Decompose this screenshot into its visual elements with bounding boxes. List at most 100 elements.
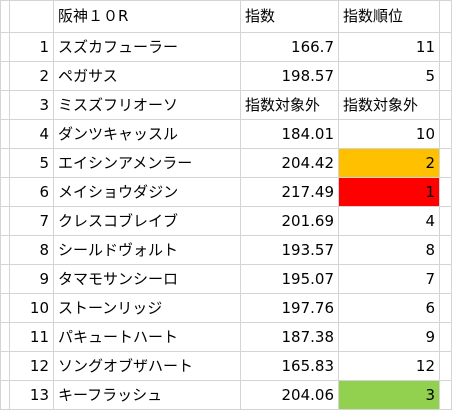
score-cell[interactable]: 166.7	[240, 32, 339, 62]
table-row: 11 パキュートハート 187.38 9	[0, 322, 452, 352]
rank-cell[interactable]: 3	[338, 380, 440, 410]
horse-name-cell[interactable]: ダンツキャッスル	[53, 119, 241, 149]
row-index-cell[interactable]	[0, 351, 10, 381]
header-race-cell[interactable]: 阪神１０R	[53, 0, 241, 33]
header-score-cell[interactable]: 指数	[240, 0, 339, 33]
header-rank-cell[interactable]: 指数順位	[338, 0, 440, 33]
horse-name-cell[interactable]: メイショウダジン	[53, 177, 241, 207]
header-number-cell[interactable]	[9, 0, 54, 33]
table-row: 2 ペガサス 198.57 5	[0, 61, 452, 91]
table-row: 7 クレスコブレイブ 201.69 4	[0, 206, 452, 236]
horse-name-cell[interactable]: スズカフューラー	[53, 32, 241, 62]
header-spare-cell[interactable]	[439, 0, 452, 33]
row-index-cell[interactable]	[0, 235, 10, 265]
spare-cell[interactable]	[439, 90, 452, 120]
header-index-cell[interactable]	[0, 0, 10, 33]
score-cell[interactable]: 204.42	[240, 148, 339, 178]
horse-number-cell[interactable]: 8	[9, 235, 54, 265]
table-row: 6 メイショウダジン 217.49 1	[0, 177, 452, 207]
horse-number-cell[interactable]: 1	[9, 32, 54, 62]
spare-cell[interactable]	[439, 119, 452, 149]
spare-cell[interactable]	[439, 235, 452, 265]
horse-name-cell[interactable]: クレスコブレイブ	[53, 206, 241, 236]
horse-name-cell[interactable]: ストーンリッジ	[53, 293, 241, 323]
rank-cell[interactable]: 6	[338, 293, 440, 323]
horse-name-cell[interactable]: ソングオブザハート	[53, 351, 241, 381]
horse-number-cell[interactable]: 3	[9, 90, 54, 120]
table-row: 3 ミスズフリオーソ 指数対象外 指数対象外	[0, 90, 452, 120]
rank-cell[interactable]: 10	[338, 119, 440, 149]
horse-number-cell[interactable]: 4	[9, 119, 54, 149]
rank-cell[interactable]: 8	[338, 235, 440, 265]
score-cell[interactable]: 198.57	[240, 61, 339, 91]
score-cell[interactable]: 217.49	[240, 177, 339, 207]
spare-cell[interactable]	[439, 264, 452, 294]
horse-name-cell[interactable]: ペガサス	[53, 61, 241, 91]
rank-cell[interactable]: 1	[338, 177, 440, 207]
horse-number-cell[interactable]: 6	[9, 177, 54, 207]
spare-cell[interactable]	[439, 148, 452, 178]
horse-number-cell[interactable]: 10	[9, 293, 54, 323]
table-row: 9 タマモサンシーロ 195.07 7	[0, 264, 452, 294]
horse-name-cell[interactable]: パキュートハート	[53, 322, 241, 352]
row-index-cell[interactable]	[0, 32, 10, 62]
horse-name-cell[interactable]: キーフラッシュ	[53, 380, 241, 410]
row-index-cell[interactable]	[0, 380, 10, 410]
row-index-cell[interactable]	[0, 322, 10, 352]
row-index-cell[interactable]	[0, 90, 10, 120]
horse-number-cell[interactable]: 13	[9, 380, 54, 410]
horse-number-cell[interactable]: 12	[9, 351, 54, 381]
score-cell[interactable]: 197.76	[240, 293, 339, 323]
horse-number-cell[interactable]: 11	[9, 322, 54, 352]
table-row: 8 シールドヴォルト 193.57 8	[0, 235, 452, 265]
spare-cell[interactable]	[439, 206, 452, 236]
horse-number-cell[interactable]: 7	[9, 206, 54, 236]
spare-cell[interactable]	[439, 177, 452, 207]
score-cell[interactable]: 201.69	[240, 206, 339, 236]
rank-cell[interactable]: 指数対象外	[338, 90, 440, 120]
table-row: 13 キーフラッシュ 204.06 3	[0, 380, 452, 410]
score-cell[interactable]: 195.07	[240, 264, 339, 294]
table-row: 12 ソングオブザハート 165.83 12	[0, 351, 452, 381]
table-row: 5 エイシンアメンラー 204.42 2	[0, 148, 452, 178]
score-cell[interactable]: 184.01	[240, 119, 339, 149]
horse-number-cell[interactable]: 2	[9, 61, 54, 91]
spare-cell[interactable]	[439, 32, 452, 62]
spare-cell[interactable]	[439, 351, 452, 381]
table-row: 4 ダンツキャッスル 184.01 10	[0, 119, 452, 149]
score-cell[interactable]: 187.38	[240, 322, 339, 352]
rank-cell[interactable]: 7	[338, 264, 440, 294]
horse-name-cell[interactable]: ミスズフリオーソ	[53, 90, 241, 120]
header-row: 阪神１０R 指数 指数順位	[0, 0, 452, 33]
score-cell[interactable]: 165.83	[240, 351, 339, 381]
spare-cell[interactable]	[439, 293, 452, 323]
rank-cell[interactable]: 11	[338, 32, 440, 62]
spare-cell[interactable]	[439, 380, 452, 410]
row-index-cell[interactable]	[0, 264, 10, 294]
horse-name-cell[interactable]: シールドヴォルト	[53, 235, 241, 265]
table-row: 1 スズカフューラー 166.7 11	[0, 32, 452, 62]
horse-number-cell[interactable]: 9	[9, 264, 54, 294]
rank-cell[interactable]: 9	[338, 322, 440, 352]
row-index-cell[interactable]	[0, 293, 10, 323]
rank-cell[interactable]: 4	[338, 206, 440, 236]
row-index-cell[interactable]	[0, 119, 10, 149]
score-cell[interactable]: 指数対象外	[240, 90, 339, 120]
rank-cell[interactable]: 12	[338, 351, 440, 381]
row-index-cell[interactable]	[0, 148, 10, 178]
horse-number-cell[interactable]: 5	[9, 148, 54, 178]
row-index-cell[interactable]	[0, 206, 10, 236]
score-cell[interactable]: 204.06	[240, 380, 339, 410]
row-index-cell[interactable]	[0, 61, 10, 91]
spare-cell[interactable]	[439, 61, 452, 91]
spare-cell[interactable]	[439, 322, 452, 352]
score-cell[interactable]: 193.57	[240, 235, 339, 265]
horse-name-cell[interactable]: エイシンアメンラー	[53, 148, 241, 178]
horse-name-cell[interactable]: タマモサンシーロ	[53, 264, 241, 294]
row-index-cell[interactable]	[0, 177, 10, 207]
rank-cell[interactable]: 2	[338, 148, 440, 178]
rank-cell[interactable]: 5	[338, 61, 440, 91]
table-row: 10 ストーンリッジ 197.76 6	[0, 293, 452, 323]
